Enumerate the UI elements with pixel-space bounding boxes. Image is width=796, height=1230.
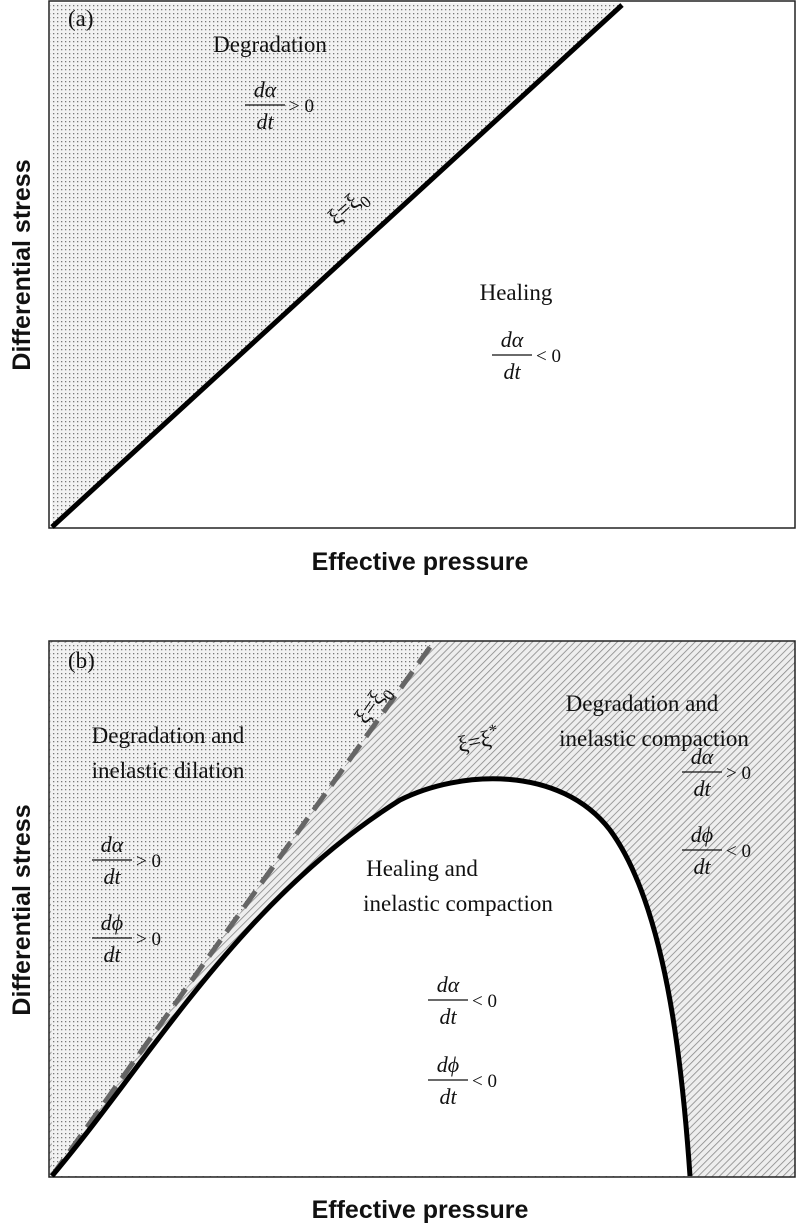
region-title: Healing and <box>366 856 478 881</box>
panel-label: (b) <box>68 648 95 673</box>
boundary-line <box>50 3 624 529</box>
numerator: dϕ <box>437 1052 459 1077</box>
region-title: inelastic compaction <box>559 726 749 751</box>
yield-curve <box>50 776 693 1178</box>
denominator: dt <box>693 776 711 801</box>
numerator: dα <box>501 327 524 352</box>
numerator: dϕ <box>101 910 123 935</box>
panel-label: (a) <box>68 6 94 31</box>
numerator: dα <box>101 832 124 857</box>
denominator: dt <box>103 942 121 967</box>
x-axis-label: Effective pressure <box>312 548 529 576</box>
healing-region <box>52 778 690 1176</box>
relation: < 0 <box>472 1071 497 1092</box>
denominator: dt <box>439 1004 457 1029</box>
region-title: Degradation <box>213 32 327 57</box>
relation: < 0 <box>536 346 561 367</box>
denominator: dt <box>439 1084 457 1109</box>
y-axis-label: Differential stress <box>8 159 36 370</box>
relation: > 0 <box>289 96 314 117</box>
denominator: dt <box>503 359 521 384</box>
region-title: inelastic dilation <box>92 758 245 783</box>
numerator: dα <box>254 77 277 102</box>
relation: < 0 <box>726 841 751 862</box>
numerator: dϕ <box>691 822 713 847</box>
relation: > 0 <box>136 929 161 950</box>
relation: < 0 <box>472 991 497 1012</box>
denominator: dt <box>693 854 711 879</box>
relation: > 0 <box>726 763 751 784</box>
region-title: Degradation and <box>92 723 245 748</box>
region-title: inelastic compaction <box>363 891 553 916</box>
label-index: * <box>487 720 499 740</box>
relation: > 0 <box>136 851 161 872</box>
x-axis-label: Effective pressure <box>312 1196 529 1224</box>
denominator: dt <box>103 864 121 889</box>
region-title: Healing <box>480 280 553 305</box>
region-title: Degradation and <box>566 691 719 716</box>
numerator: dα <box>691 744 714 769</box>
numerator: dα <box>437 972 460 997</box>
denominator: dt <box>256 109 274 134</box>
y-axis-label: Differential stress <box>8 804 36 1015</box>
dashed-boundary <box>49 641 436 1178</box>
